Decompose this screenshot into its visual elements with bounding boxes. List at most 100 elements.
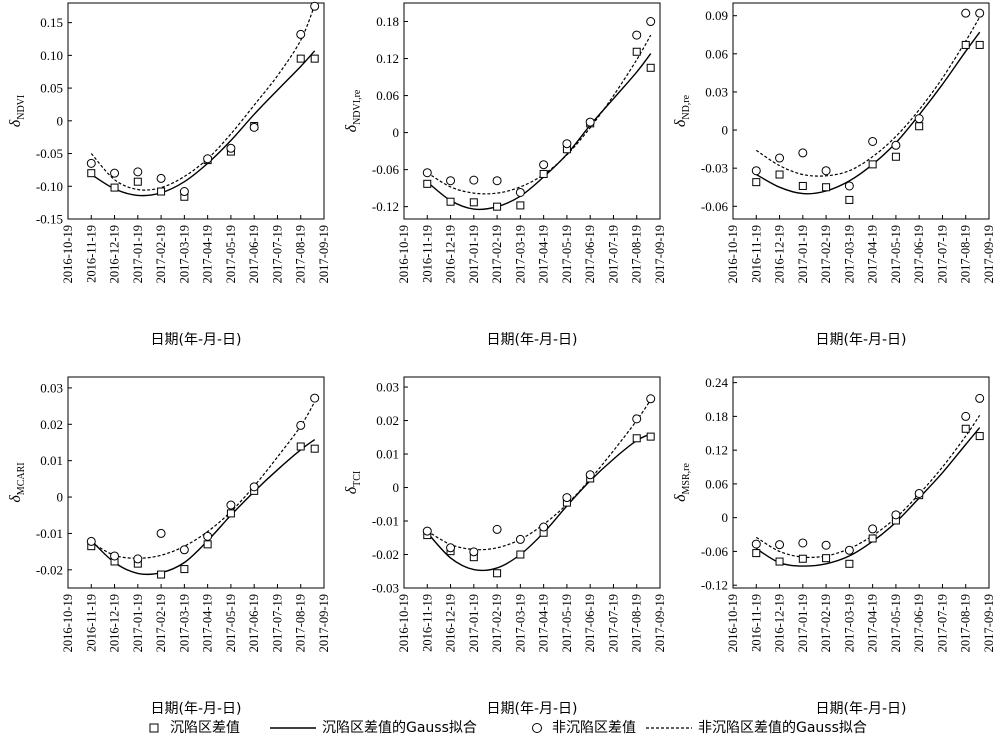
x-tick-label: 2017-03-19	[842, 594, 856, 652]
y-axis-label-subscript: NDVI	[16, 95, 27, 120]
x-tick-label: 2017-07-19	[606, 225, 620, 283]
marker-subsidence-square	[296, 54, 305, 63]
marker-subsidence-square	[868, 160, 877, 169]
panels: -0.15 -0.10 -0.05 0 0.05 0.10 0.15 2016-10-19 20…	[7, 1, 996, 717]
y-tick-label: -0.03	[701, 161, 728, 176]
y-axis-label-main: δ	[343, 486, 360, 494]
marker-non-subsidence-circle	[492, 176, 502, 186]
marker-non-subsidence-circle	[632, 30, 642, 40]
x-tick-label: 2016-12-19	[108, 594, 122, 652]
legend-label-subsidence: 沉陷区差值	[170, 720, 240, 736]
marker-non-subsidence-circle	[562, 139, 572, 149]
fit-line-subsidence	[90, 50, 316, 197]
x-tick-label: 2017-07-19	[270, 594, 284, 652]
marker-subsidence-square	[446, 197, 455, 206]
x-tick-label: 2016-11-19	[420, 594, 434, 652]
marker-subsidence-square	[157, 187, 166, 196]
x-tick-label: 2017-07-19	[935, 594, 949, 652]
x-tick-label: 2017-09-19	[982, 225, 996, 283]
x-axis-label: 日期(年-月-日)	[486, 332, 577, 348]
marker-subsidence-square	[493, 569, 502, 578]
x-tick-label: 2016-11-19	[749, 594, 763, 652]
marker-non-subsidence-circle	[821, 166, 831, 176]
y-tick-label: 0	[57, 490, 64, 505]
fit-line-non-subsidence	[91, 401, 316, 559]
marker-non-subsidence-circle	[751, 539, 761, 549]
x-tick-label: 2017-02-19	[490, 225, 504, 283]
marker-non-subsidence-circle	[469, 547, 479, 557]
marker-subsidence-square	[203, 540, 212, 549]
y-tick-label: -0.10	[36, 179, 63, 194]
legend-square-symbol	[149, 723, 159, 733]
y-tick-label: 0	[722, 123, 729, 138]
chart-panel-1: -0.15 -0.10 -0.05 0 0.05 0.10 0.15 2016-10-19 20…	[7, 1, 331, 348]
chart-panel-4: -0.02 -0.01 0 0.01 0.02 0.03 2016-10-19 2016-11…	[7, 376, 331, 717]
fit-line-subsidence	[426, 433, 652, 572]
marker-non-subsidence-circle	[492, 524, 502, 534]
marker-non-subsidence-circle	[226, 143, 236, 153]
marker-non-subsidence-circle	[539, 160, 549, 170]
x-tick-label: 2017-04-19	[201, 594, 215, 652]
y-tick-label: 0.06	[376, 88, 399, 103]
marker-subsidence-square	[845, 195, 854, 204]
plot-frame	[67, 376, 325, 589]
legend-label-non-subsidence-fit: 非沉陷区差值的Gauss拟合	[698, 720, 867, 736]
marker-subsidence-square	[110, 183, 119, 192]
y-tick-label: 0.06	[705, 46, 728, 61]
marker-non-subsidence-circle	[821, 540, 831, 550]
marker-subsidence-square	[296, 442, 305, 451]
x-tick-label: 2016-11-19	[749, 225, 763, 283]
marker-non-subsidence-circle	[110, 168, 120, 178]
marker-non-subsidence-circle	[539, 522, 549, 532]
x-tick-label: 2017-01-19	[796, 594, 810, 652]
legend-label-non-subsidence: 非沉陷区差值	[552, 720, 636, 736]
fit-line-non-subsidence	[427, 399, 652, 551]
y-axis-label-main: δ	[7, 495, 24, 503]
y-axis-label-main: δ	[7, 119, 24, 127]
y-tick-label: 0.10	[40, 48, 63, 63]
x-tick-label: 2016-12-19	[773, 225, 787, 283]
x-tick-label: 2017-06-19	[583, 225, 597, 283]
y-axis-label: δND,re	[672, 94, 692, 127]
marker-non-subsidence-circle	[296, 29, 306, 39]
marker-non-subsidence-circle	[310, 393, 320, 403]
marker-subsidence-square	[516, 550, 525, 559]
plot-frame	[732, 376, 990, 589]
x-tick-label: 2017-06-19	[583, 594, 597, 652]
marker-non-subsidence-circle	[775, 153, 785, 163]
y-axis-label: δMCARI	[7, 462, 27, 502]
marker-non-subsidence-circle	[310, 1, 320, 11]
marker-subsidence-square	[646, 63, 655, 72]
marker-subsidence-square	[915, 122, 924, 131]
marker-subsidence-square	[975, 432, 984, 441]
marker-non-subsidence-circle	[110, 551, 120, 561]
x-tick-label: 2016-12-19	[444, 225, 458, 283]
x-tick-label: 2017-09-19	[982, 594, 996, 652]
y-tick-label: 0.12	[376, 51, 399, 66]
marker-non-subsidence-circle	[249, 482, 259, 492]
y-axis-label-subscript: ND,re	[681, 94, 692, 119]
y-tick-label: 0	[722, 510, 729, 525]
marker-subsidence-square	[87, 169, 96, 178]
marker-non-subsidence-circle	[226, 500, 236, 510]
x-tick-label: 2016-12-19	[773, 594, 787, 652]
marker-non-subsidence-circle	[203, 531, 213, 541]
marker-subsidence-square	[423, 179, 432, 188]
y-tick-label: -0.01	[372, 514, 399, 529]
plot-frame	[403, 376, 661, 589]
y-tick-label: -0.06	[372, 162, 400, 177]
x-tick-label: 2017-02-19	[154, 594, 168, 652]
x-tick-label: 2017-05-19	[889, 594, 903, 652]
x-tick-label: 2016-11-19	[84, 594, 98, 652]
x-tick-label: 2016-10-19	[726, 594, 740, 652]
x-tick-label: 2017-09-19	[317, 225, 331, 283]
y-tick-label: 0.15	[40, 15, 63, 30]
marker-non-subsidence-circle	[646, 17, 656, 27]
x-tick-label: 2017-06-19	[912, 225, 926, 283]
marker-non-subsidence-circle	[249, 122, 259, 132]
marker-subsidence-square	[822, 554, 831, 563]
y-tick-label: 0.09	[705, 8, 728, 23]
marker-non-subsidence-circle	[975, 8, 985, 18]
marker-non-subsidence-circle	[86, 158, 96, 168]
y-axis-label-subscript: TCI	[352, 471, 363, 487]
